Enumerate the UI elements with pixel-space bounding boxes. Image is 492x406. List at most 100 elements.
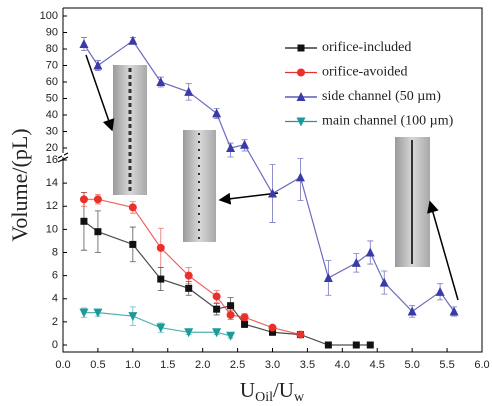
marker (366, 341, 374, 349)
x-tick-label: 4.0 (335, 359, 350, 371)
series (79, 35, 459, 318)
x-tick-label: 3.5 (300, 359, 315, 371)
x-tick-label: 5.5 (439, 359, 454, 371)
legend-label: main channel (100 µm) (322, 114, 454, 129)
series-line (83, 220, 371, 346)
x-tick-label: 0.0 (55, 359, 70, 371)
legend: orifice-included orifice-avoided side chan… (285, 40, 454, 129)
legend-marker (296, 92, 306, 101)
y-tick-label: 12 (46, 200, 58, 212)
marker (226, 143, 236, 152)
marker (226, 331, 236, 341)
marker (241, 320, 249, 328)
marker (295, 172, 305, 182)
marker (269, 328, 276, 336)
legend-label: side channel (50 µm) (322, 89, 441, 104)
marker (240, 139, 250, 149)
marker (240, 313, 249, 322)
y-tick-label: 50 (46, 92, 58, 104)
legend-marker (297, 68, 305, 77)
marker (323, 272, 333, 282)
marker (351, 257, 361, 267)
marker (80, 217, 88, 225)
marker (227, 302, 235, 310)
marker (156, 323, 166, 333)
x-tick-label: 2.5 (230, 359, 245, 371)
y-tick-label: 20 (46, 142, 58, 154)
legend-marker (297, 44, 305, 52)
marker (268, 323, 277, 332)
marker (184, 271, 193, 280)
marker (128, 312, 138, 322)
x-tick-label: 5.0 (405, 359, 420, 371)
marker (268, 188, 277, 198)
marker (128, 35, 138, 45)
marker (93, 195, 102, 204)
marker (79, 308, 89, 318)
inset-images (85, 54, 459, 301)
y-tick-label: 16 (46, 154, 58, 166)
marker (185, 284, 193, 292)
marker (407, 306, 417, 316)
x-label-part: Oil (255, 390, 273, 405)
marker (93, 60, 103, 70)
marker (157, 275, 165, 283)
y-tick-label: 14 (46, 177, 58, 189)
y-tick-label: 2 (52, 316, 58, 328)
marker (226, 310, 235, 319)
y-tick-label: 80 (46, 43, 58, 55)
inset-image (183, 130, 216, 242)
legend-label: orifice-avoided (322, 65, 408, 80)
marker (379, 277, 389, 287)
y-tick-label: 100 (40, 10, 58, 22)
marker (212, 292, 221, 301)
x-axis-label: UOil/Uw (240, 378, 305, 405)
marker (93, 308, 103, 318)
y-tick-label: 90 (46, 26, 58, 38)
marker (184, 86, 194, 96)
x-label-part: U (240, 378, 255, 402)
marker (94, 228, 102, 236)
y-tick-label: 10 (46, 223, 58, 235)
arrow (218, 192, 279, 205)
y-tick-label: 4 (52, 293, 58, 305)
series-line (83, 198, 301, 336)
marker (184, 328, 194, 338)
x-tick-label: 3.0 (265, 359, 280, 371)
arrow (85, 54, 115, 132)
arrow (427, 200, 459, 301)
legend-label: orifice-included (322, 40, 411, 55)
series (80, 191, 374, 349)
y-tick-label: 0 (52, 339, 58, 351)
y-tick-label: 70 (46, 59, 58, 71)
marker (156, 243, 165, 252)
x-label-part: w (294, 390, 305, 405)
y-tick-label: 30 (46, 125, 58, 137)
x-tick-label: 4.5 (370, 359, 385, 371)
marker (212, 108, 222, 118)
marker (79, 39, 89, 49)
x-tick-label: 6.0 (474, 359, 489, 371)
marker (435, 286, 445, 296)
marker (213, 305, 221, 313)
y-tick-label: 40 (46, 109, 58, 121)
break-gap (62, 153, 64, 157)
x-tick-label: 1.5 (160, 359, 175, 371)
y-axis-label: Volume/(pL) (7, 128, 32, 241)
x-tick-label: 1.0 (125, 359, 140, 371)
marker (156, 77, 166, 86)
legend-marker (296, 117, 306, 127)
marker (129, 240, 137, 248)
marker (449, 306, 459, 316)
series (79, 191, 305, 339)
marker (296, 330, 305, 339)
x-tick-label: 2.0 (195, 359, 210, 371)
y-tick-label: 8 (52, 246, 58, 258)
series (79, 306, 236, 341)
y-tick-label: 60 (46, 76, 58, 88)
marker (365, 247, 375, 257)
marker (212, 328, 222, 338)
marker (352, 341, 360, 349)
marker (324, 341, 332, 349)
